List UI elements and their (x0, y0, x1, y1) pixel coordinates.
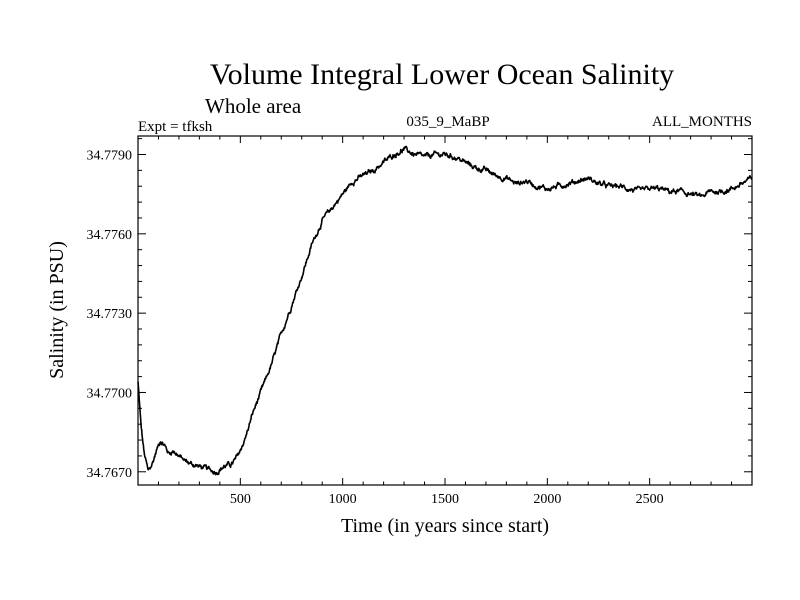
run-id-label: 035_9_MaBP (406, 114, 489, 130)
y-tick-label: 34.7730 (87, 307, 133, 322)
y-tick-label: 34.7670 (87, 466, 133, 481)
x-tick-label: 2500 (636, 492, 664, 507)
x-tick-label: 1000 (329, 492, 357, 507)
experiment-label: Expt = tfksh (138, 119, 213, 135)
salinity-series-line (137, 145, 753, 476)
y-axis-label: Salinity (in PSU) (46, 241, 68, 379)
x-tick-label: 500 (230, 492, 251, 507)
x-axis-label: Time (in years since start) (341, 515, 549, 537)
y-tick-label: 34.7760 (87, 228, 133, 243)
y-axis-ticks: 34.7670 34.7700 34.7730 34.7760 34.7790 (87, 138, 752, 481)
y-tick-label: 34.7790 (87, 149, 133, 164)
x-tick-label: 2000 (533, 492, 561, 507)
x-tick-label: 1500 (431, 492, 459, 507)
x-axis-ticks: 500 1000 1500 2000 2500 (157, 136, 733, 507)
chart-subtitle: Whole area (205, 94, 302, 118)
y-tick-label: 34.7700 (87, 386, 133, 401)
months-label: ALL_MONTHS (652, 114, 752, 130)
chart-title: Volume Integral Lower Ocean Salinity (210, 58, 674, 91)
